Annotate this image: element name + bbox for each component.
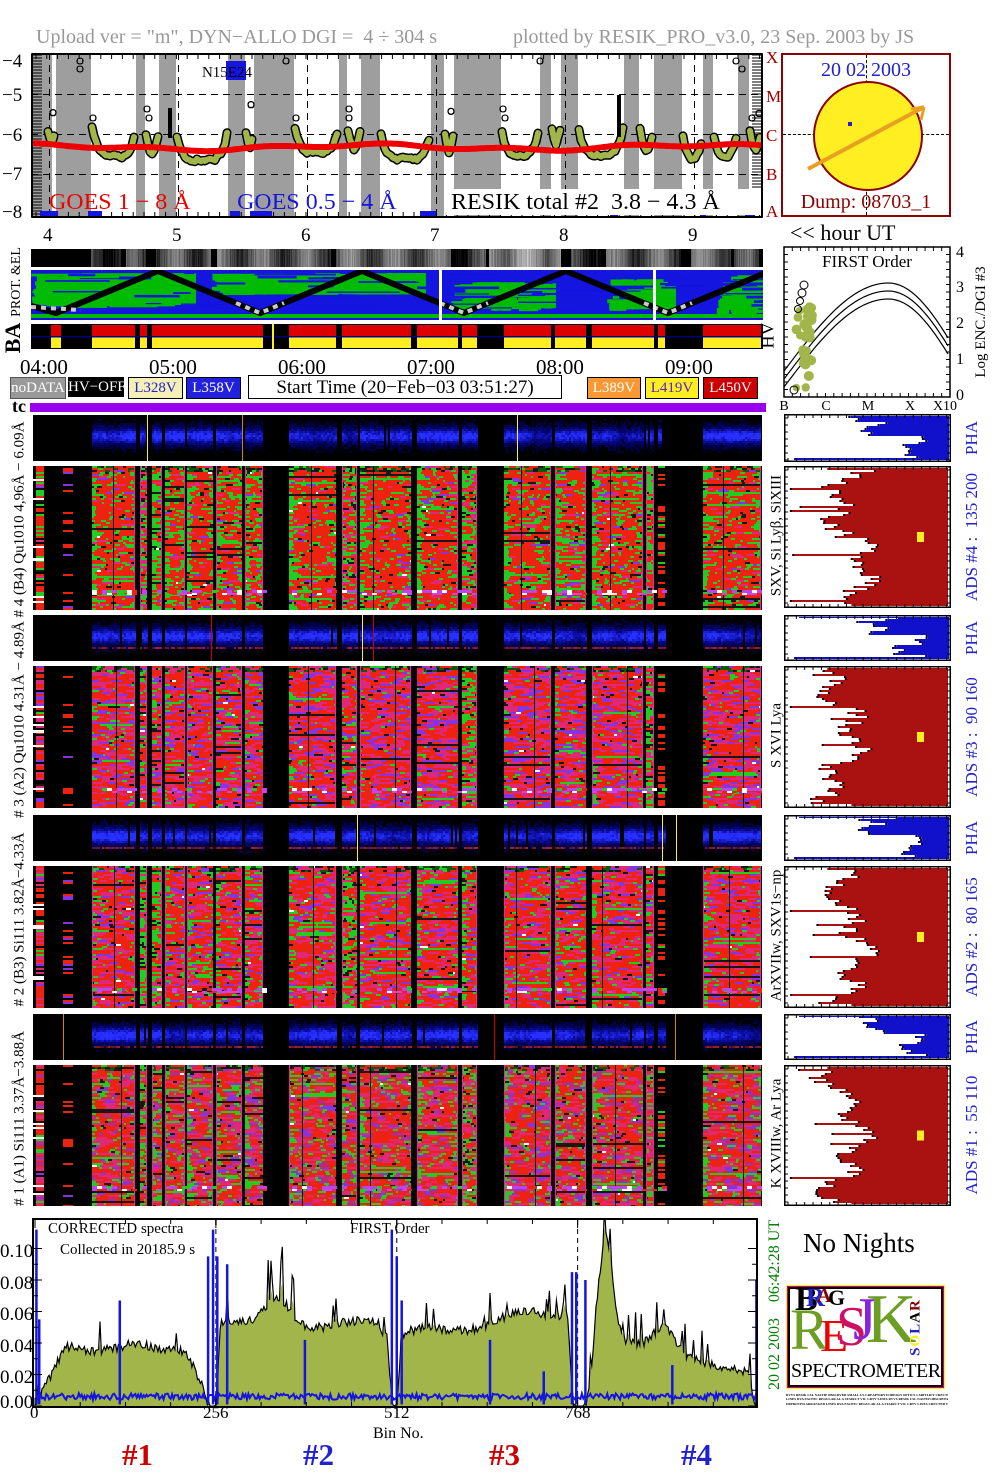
svg-text:B: B bbox=[779, 399, 788, 410]
svg-text:M: M bbox=[862, 399, 875, 410]
svg-text:C: C bbox=[821, 399, 830, 410]
svg-text:X10: X10 bbox=[933, 399, 957, 410]
svg-text:Log ENC./DGI #3: Log ENC./DGI #3 bbox=[973, 266, 989, 377]
svg-text:FIRST Order: FIRST Order bbox=[822, 252, 912, 271]
svg-text:4: 4 bbox=[956, 244, 964, 261]
svg-text:2: 2 bbox=[956, 315, 964, 332]
svg-text:3: 3 bbox=[956, 279, 964, 296]
svg-text:1: 1 bbox=[956, 351, 964, 368]
svg-text:0: 0 bbox=[956, 387, 964, 404]
svg-text:X: X bbox=[905, 399, 915, 410]
